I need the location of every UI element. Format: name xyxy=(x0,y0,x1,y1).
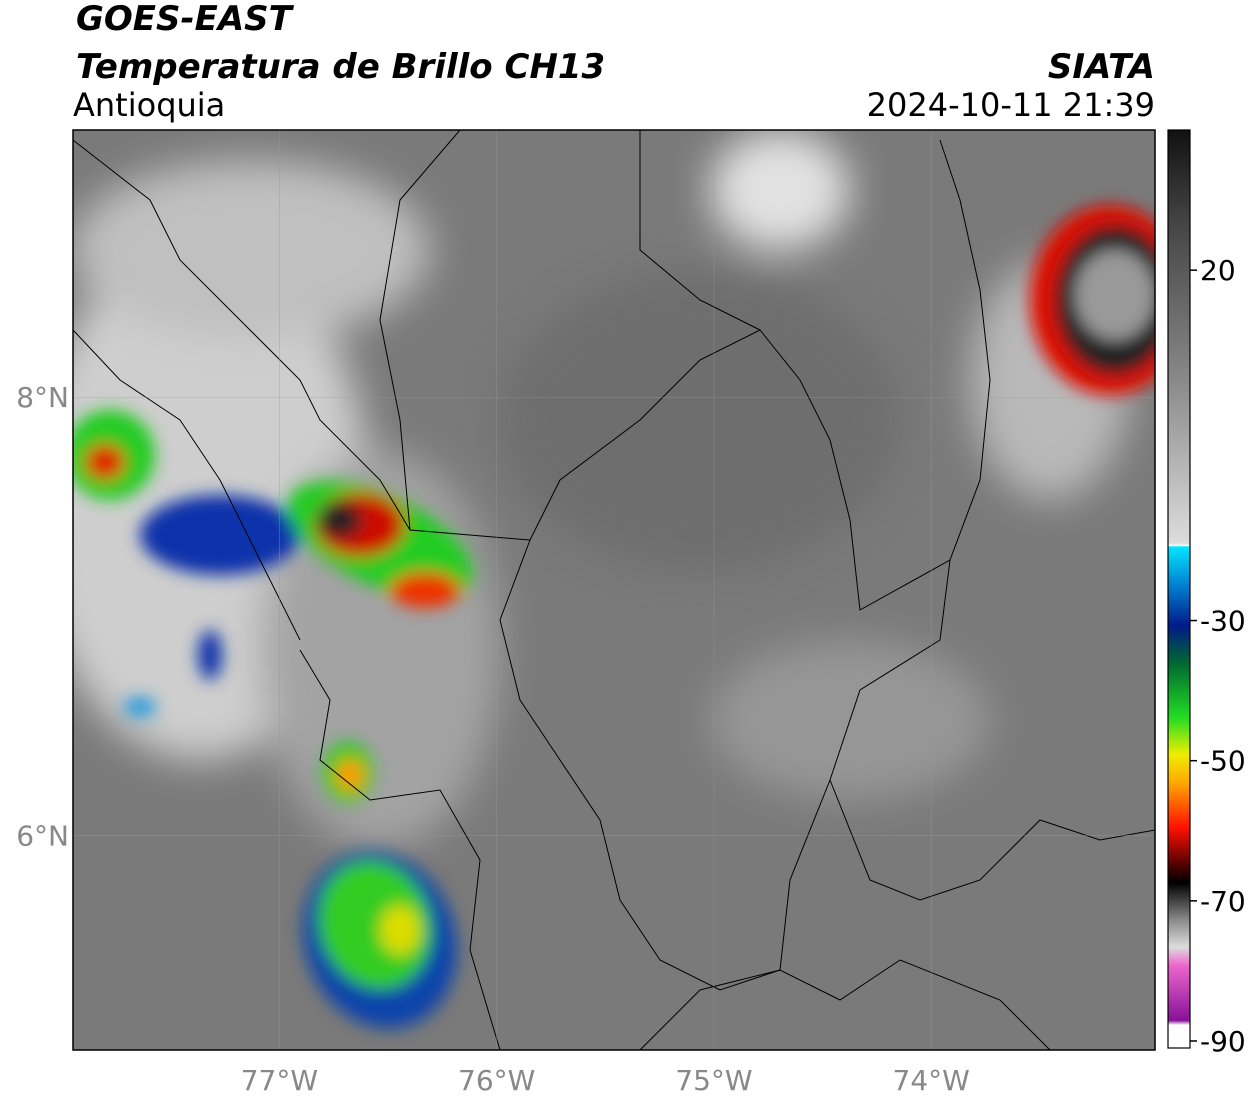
colorbar-tick-label: -30 xyxy=(1200,605,1246,638)
colorbar-tick-label: -70 xyxy=(1200,885,1246,918)
x-tick-label: 77°W xyxy=(241,1064,318,1097)
y-tick-label: 8°N xyxy=(16,381,69,414)
satellite-image xyxy=(73,130,1155,1050)
region: Antioquia xyxy=(73,86,225,124)
title: GOES-EAST xyxy=(76,0,295,39)
subtitle: Temperatura de Brillo CH13 xyxy=(76,47,605,87)
source: SIATA xyxy=(1048,47,1155,87)
datetime: 2024-10-11 21:39 xyxy=(867,86,1155,124)
graticule xyxy=(73,130,1155,1050)
x-tick-label: 76°W xyxy=(458,1064,535,1097)
colorbar-tick-label: -50 xyxy=(1200,745,1246,778)
colorbar-tick-label: -90 xyxy=(1200,1025,1246,1058)
map-frame xyxy=(72,129,1156,1051)
colorbar xyxy=(1167,129,1191,1049)
colorbar-tick-label: 20 xyxy=(1200,254,1236,287)
x-tick-label: 74°W xyxy=(893,1064,970,1097)
ticks: 77°W 76°W 75°W 74°W 8°N 6°N 20 -30 -50 -70 -90 xyxy=(16,254,1246,1097)
y-tick-label: 6°N xyxy=(16,819,69,852)
x-tick-label: 75°W xyxy=(675,1064,752,1097)
